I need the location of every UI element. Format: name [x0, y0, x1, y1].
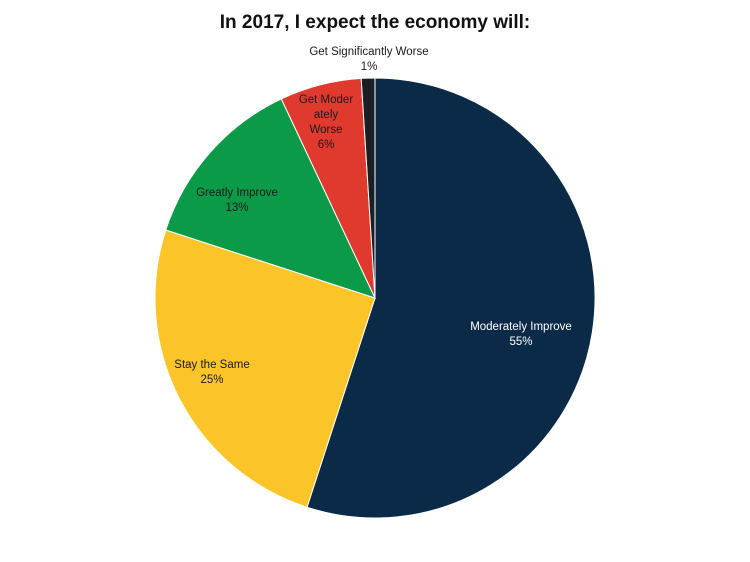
slice-value-label: 1% [361, 61, 378, 73]
pie-slices [154, 77, 596, 519]
pie-slice-greatly-improve [165, 98, 376, 299]
slice-label-moderately-improve: Moderately Improve 55% [470, 321, 572, 348]
chart-title: In 2017, I expect the economy will: [220, 12, 530, 33]
pie-slice-get-significantly-worse [360, 77, 376, 299]
slice-value-label: 55% [509, 336, 532, 348]
slice-category-label: Greatly Improve [196, 187, 278, 199]
slice-label-get-significantly-worse: Get Significantly Worse 1% [309, 46, 428, 73]
slice-value-label: 25% [200, 374, 223, 386]
slice-label-get-moderately-worse: Get Moder ately Worse 6% [299, 94, 353, 151]
slice-category-label: Moderately Improve [470, 321, 572, 333]
slice-category-label: Get Moder [299, 94, 353, 106]
slice-category-label: Stay the Same [174, 359, 249, 371]
pie-labels: Moderately Improve 55% Stay the Same 25% Gre… [174, 46, 572, 386]
slice-category-label: ately [314, 109, 339, 121]
slice-label-stay-the-same: Stay the Same 25% [174, 359, 249, 386]
pie-slice-stay-the-same [154, 229, 376, 508]
pie-slice-moderately-improve [306, 77, 596, 519]
slice-value-label: 13% [225, 202, 248, 214]
slice-label-greatly-improve: Greatly Improve 13% [196, 187, 278, 214]
slice-value-label: 6% [318, 139, 335, 151]
slice-category-label: Get Significantly Worse [309, 46, 428, 58]
slice-category-label: Worse [309, 124, 342, 136]
